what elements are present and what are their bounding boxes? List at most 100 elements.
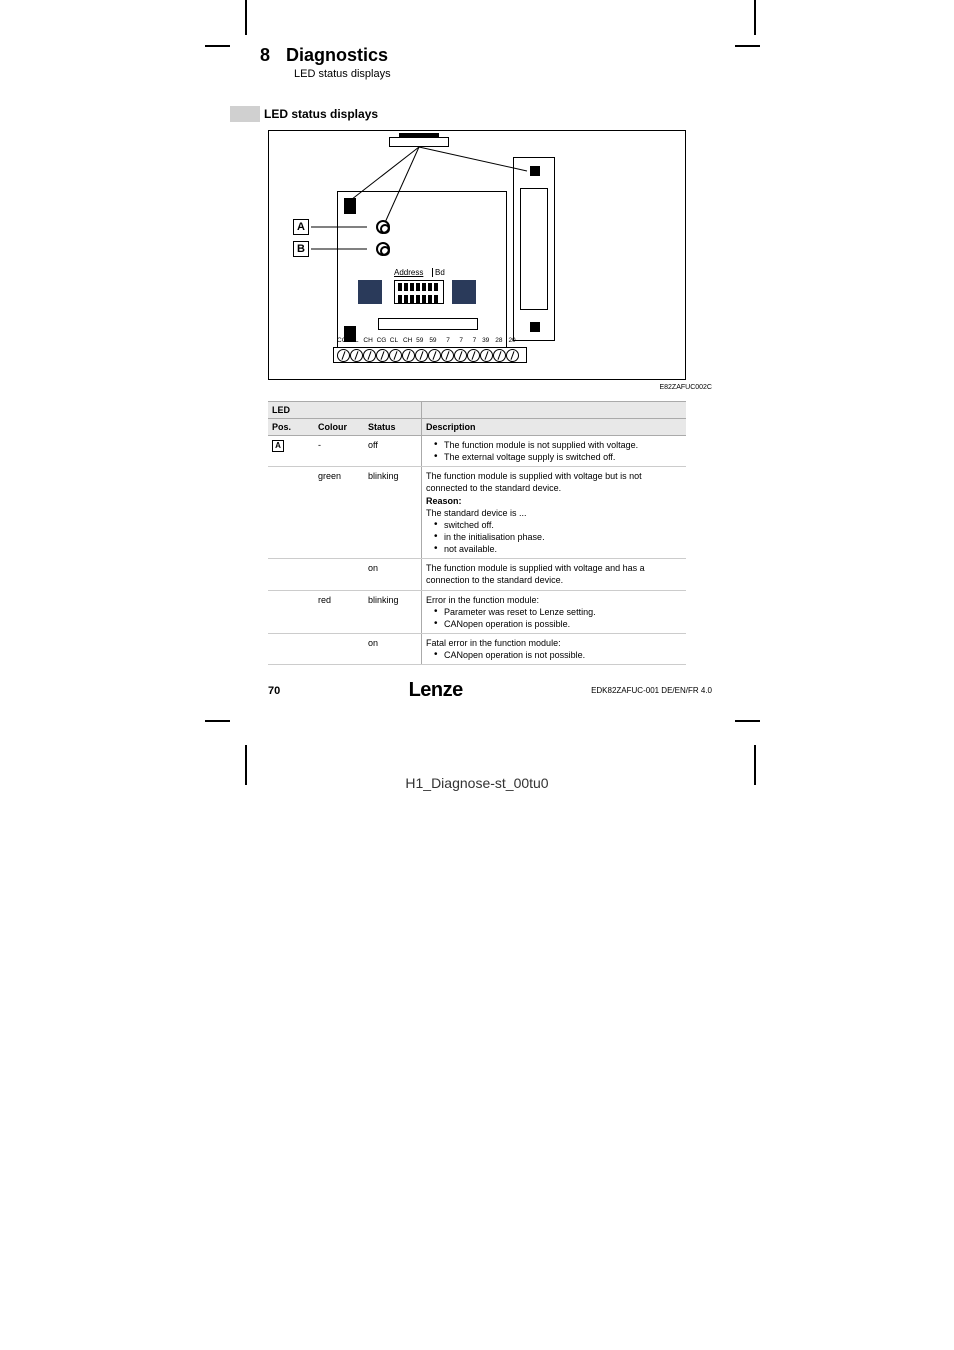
- section-header: LED status displays: [230, 106, 750, 122]
- terminal-icon: [363, 349, 376, 362]
- cell-pos: [268, 559, 314, 589]
- table-row: on Fatal error in the function module: C…: [268, 634, 686, 665]
- cell-desc: Fatal error in the function module: CANo…: [422, 634, 686, 664]
- desc-bullet: not available.: [436, 543, 682, 555]
- cell-status: blinking: [364, 591, 422, 633]
- desc-bullet: The external voltage supply is switched …: [436, 451, 682, 463]
- cell-colour: red: [314, 591, 364, 633]
- cell-status: blinking: [364, 467, 422, 558]
- terminal-icon: [506, 349, 519, 362]
- term-label: 7: [469, 337, 480, 344]
- cell-colour: green: [314, 467, 364, 558]
- term-label: CG: [377, 337, 388, 344]
- terminal-icon: [454, 349, 467, 362]
- cell-pos: [268, 591, 314, 633]
- chapter-header: 8 Diagnostics: [230, 45, 750, 66]
- cell-desc: The function module is not supplied with…: [422, 436, 686, 466]
- cell-pos: A: [268, 436, 314, 466]
- table-header-row: LED: [268, 402, 686, 419]
- cell-colour: -: [314, 436, 364, 466]
- crop-mark: [735, 720, 760, 722]
- desc-text: Fatal error in the function module:: [426, 637, 682, 649]
- cell-desc: The function module is supplied with vol…: [422, 467, 686, 558]
- cell-status: on: [364, 634, 422, 664]
- desc-bullet: Parameter was reset to Lenze setting.: [436, 606, 682, 618]
- bd-label: Bd: [432, 268, 445, 277]
- socket-led: [530, 322, 540, 332]
- port-block: [358, 280, 382, 304]
- term-label: CH: [403, 337, 414, 344]
- crop-mark: [754, 0, 756, 35]
- term-label: CH: [363, 337, 374, 344]
- term-label: CL: [390, 337, 401, 344]
- table-subheader-row: Pos. Colour Status Description: [268, 419, 686, 436]
- module-body: Address Bd: [337, 191, 507, 349]
- doc-code: EDK82ZAFUC-001 DE/EN/FR 4.0: [591, 686, 712, 695]
- pos-marker: A: [272, 440, 284, 452]
- crop-mark: [205, 45, 230, 47]
- desc-bullet: in the initialisation phase.: [436, 531, 682, 543]
- section-title: LED status displays: [264, 107, 378, 121]
- desc-bold: Reason:: [426, 495, 682, 507]
- col-header-colour: Colour: [314, 419, 364, 435]
- figure-code: E82ZAFUC002C: [230, 384, 712, 391]
- cell-colour: [314, 634, 364, 664]
- desc-bullet: CANopen operation is possible.: [436, 618, 682, 630]
- term-label: CG: [337, 337, 348, 344]
- term-label: 28: [495, 337, 506, 344]
- module-diagram: A B Address Bd CG: [268, 130, 686, 380]
- terminal-icon: [389, 349, 402, 362]
- cell-desc: The function module is supplied with vol…: [422, 559, 686, 589]
- bottom-caption: H1_Diagnose-st_00tu0: [0, 775, 954, 791]
- terminal-icon: [493, 349, 506, 362]
- desc-text: The function module is supplied with vol…: [426, 470, 682, 494]
- port-block: [452, 280, 476, 304]
- term-label: 59: [416, 337, 427, 344]
- page-content: 8 Diagnostics LED status displays LED st…: [230, 45, 750, 702]
- desc-text: The standard device is ...: [426, 507, 682, 519]
- term-label: 7: [456, 337, 467, 344]
- cell-status: on: [364, 559, 422, 589]
- terminal-icon: [441, 349, 454, 362]
- led-indicator: [344, 198, 356, 214]
- chapter-number: 8: [260, 45, 270, 66]
- term-label: 39: [482, 337, 493, 344]
- diagram-label-b: B: [293, 241, 309, 257]
- inner-box: [378, 318, 478, 330]
- table-row: A - off The function module is not suppl…: [268, 436, 686, 467]
- dip-switch-block: [394, 280, 444, 304]
- cell-status: off: [364, 436, 422, 466]
- cell-pos: [268, 467, 314, 558]
- desc-text: Error in the function module:: [426, 594, 682, 606]
- header-group: LED: [268, 402, 422, 418]
- page-footer: 70 Lenze EDK82ZAFUC-001 DE/EN/FR 4.0: [268, 679, 712, 702]
- terminal-icon: [402, 349, 415, 362]
- address-label: Address: [394, 268, 423, 277]
- col-header-pos: Pos.: [268, 419, 314, 435]
- terminal-icon: [376, 349, 389, 362]
- cell-desc: Error in the function module: Parameter …: [422, 591, 686, 633]
- term-label: CL: [350, 337, 361, 344]
- crop-mark: [205, 720, 230, 722]
- table-row: on The function module is supplied with …: [268, 559, 686, 590]
- terminal-icon: [350, 349, 363, 362]
- socket-inner: [520, 188, 548, 310]
- top-connector-inner: [399, 133, 439, 137]
- terminal-icon: [337, 349, 350, 362]
- cell-colour: [314, 559, 364, 589]
- terminal-strip: [337, 349, 519, 362]
- desc-bullet: CANopen operation is not possible.: [436, 649, 682, 661]
- right-socket: [513, 157, 555, 341]
- term-label: 59: [429, 337, 440, 344]
- section-marker: [230, 106, 260, 122]
- page-number: 70: [268, 685, 280, 697]
- crop-mark: [245, 0, 247, 35]
- table-row: red blinking Error in the function modul…: [268, 591, 686, 634]
- terminal-icon: [467, 349, 480, 362]
- terminal-icon: [480, 349, 493, 362]
- desc-bullet: The function module is not supplied with…: [436, 439, 682, 451]
- screw-b-icon: [376, 242, 390, 256]
- terminal-icon: [415, 349, 428, 362]
- cell-pos: [268, 634, 314, 664]
- header-spacer: [422, 402, 686, 418]
